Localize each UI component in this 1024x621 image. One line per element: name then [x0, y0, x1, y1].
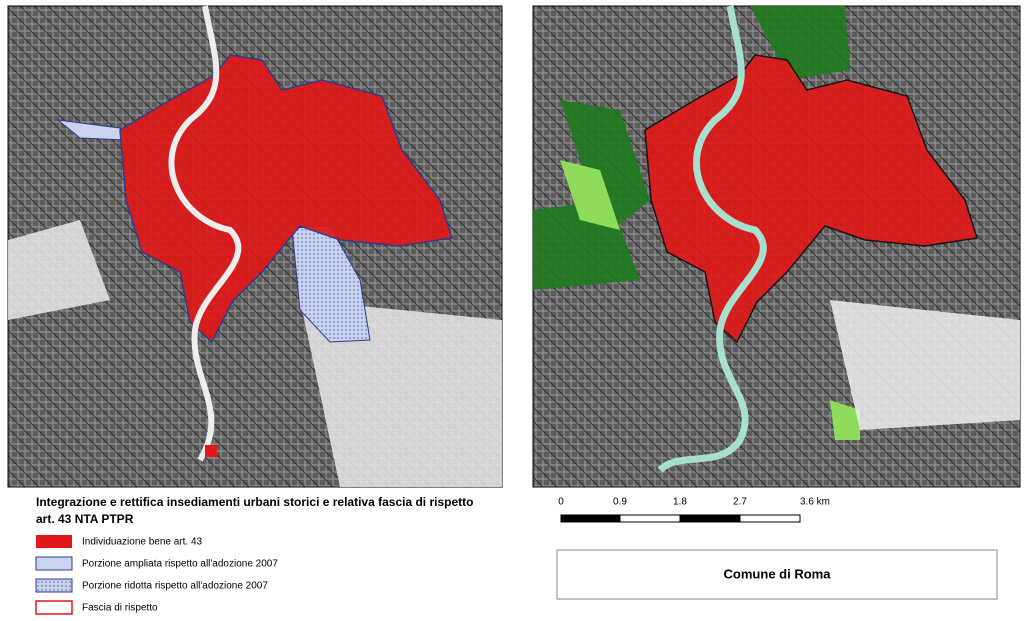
scale-label: 1.8	[673, 497, 687, 508]
legend-item: Porzione ridotta rispetto all'adozione 2…	[82, 581, 268, 592]
legend-subtitle: art. 43 NTA PTPR	[36, 512, 134, 526]
scale-label: 3.6 km	[800, 497, 830, 508]
legend-item: Porzione ampliata rispetto all'adozione …	[82, 559, 278, 570]
swatch	[36, 535, 72, 548]
swatch	[35, 556, 73, 571]
right-map	[532, 5, 1021, 488]
swatch	[35, 600, 73, 615]
scale-bar: 0 0.9 1.8 2.7 3.6 km	[558, 497, 830, 523]
left-map	[7, 5, 503, 488]
scale-label: 0.9	[613, 497, 627, 508]
scale-label: 0	[558, 497, 564, 508]
map-title: Comune di Roma	[724, 566, 832, 581]
legend: Integrazione e rettifica insediamenti ur…	[35, 495, 473, 615]
swatch	[35, 578, 73, 593]
legend-item: Individuazione bene art. 43	[82, 537, 203, 548]
legend-item: Fascia di rispetto	[82, 603, 158, 614]
legend-title: Integrazione e rettifica insediamenti ur…	[36, 495, 473, 509]
scale-label: 2.7	[733, 497, 747, 508]
title-box	[556, 549, 998, 600]
